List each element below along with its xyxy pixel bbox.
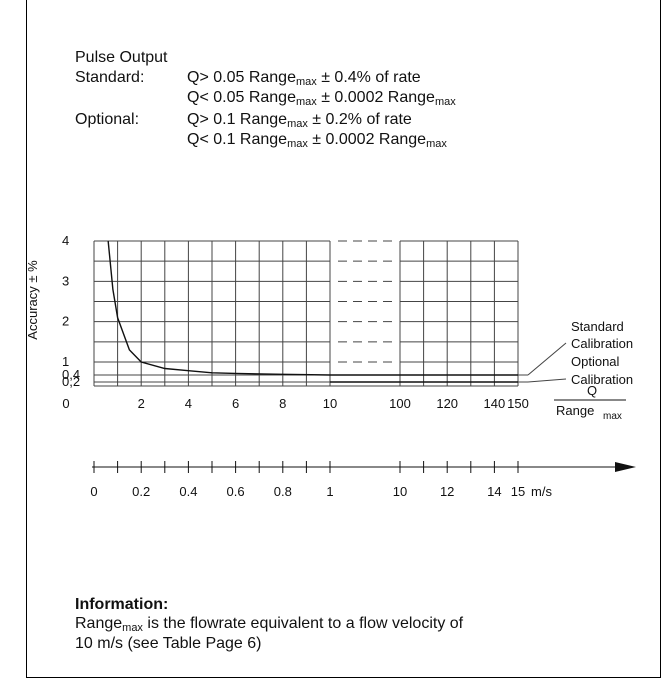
standard-line-2: Q< 0.05 Rangemax ± 0.0002 Rangemax	[187, 88, 456, 108]
optional-line-2: Q< 0.1 Rangemax ± 0.0002 Rangemax	[187, 130, 447, 150]
x-label-top-den-sub: max	[603, 411, 622, 422]
annotation-optional-2: Calibration	[571, 372, 633, 387]
chart-labels: 4 3 2 10,40,2 Accuracy ± % 0 2 4 6 8 10 100 120 140 15…	[25, 233, 633, 422]
leader-standard	[527, 342, 567, 376]
y-tick-label-3: 1	[62, 354, 69, 369]
x-label-top-den: Range	[556, 403, 594, 418]
optional-line-2-text: Q< 0.1 Range	[187, 131, 288, 148]
annotation-standard-2: Calibration	[571, 336, 633, 351]
velocity-tick-label-7: 12	[440, 484, 454, 499]
velocity-tick-label-4: 0.8	[274, 484, 292, 499]
optional-line-2-sub2: max	[426, 138, 447, 150]
x-tick-top-2: 4	[185, 396, 192, 411]
standard-line-2-sub: max	[295, 96, 317, 108]
velocity-tick-label-9: 15	[511, 484, 525, 499]
x-tick-top-7: 120	[436, 396, 458, 411]
standard-line-1: Q> 0.05 Rangemax ± 0.4% of rate	[187, 68, 421, 88]
x-tick-top-8: 140	[484, 396, 506, 411]
y-axis-label: Accuracy ± %	[25, 260, 40, 340]
x-tick-top-0: 0	[62, 396, 69, 411]
standard-line-2-text: Q< 0.05 Range	[187, 89, 296, 106]
y-tick-label-1: 3	[62, 273, 69, 288]
y-tick-label-0: 4	[62, 233, 69, 248]
info-line1-sub: max	[122, 622, 143, 634]
y-tick-label-5: 0,2	[62, 374, 80, 389]
chart-series	[107, 240, 518, 383]
info-body: Rangemax is the flowrate equivalent to a…	[75, 614, 463, 654]
velocity-tick-label-8: 14	[487, 484, 501, 499]
x-tick-top-6: 100	[389, 396, 411, 411]
velocity-tick-label-5: 1	[326, 484, 333, 499]
annotation-optional-1: Optional	[571, 354, 620, 369]
velocity-tick-label-2: 0.4	[179, 484, 197, 499]
standard-line-1-text: Q> 0.05 Range	[187, 69, 296, 86]
standard-line-1-sub: max	[295, 76, 317, 88]
standard-line-2-mid: ± 0.0002 Range	[316, 89, 435, 106]
optional-line-1-tail: ± 0.2% of rate	[307, 111, 412, 128]
info-line2: 10 m/s (see Table Page 6)	[75, 635, 262, 652]
chart-grid	[93, 240, 528, 387]
y-tick-label-4: 0,4	[62, 367, 80, 382]
series-line-0	[107, 240, 518, 376]
page-frame	[26, 0, 661, 678]
info-line1-b: is the flowrate equivalent to a flow vel…	[142, 615, 464, 632]
x-tick-top-1: 2	[138, 396, 145, 411]
annotation-standard-1: Standard	[571, 319, 624, 334]
info-title: Information:	[75, 596, 169, 613]
y-tick-label-2: 2	[62, 314, 69, 329]
x-tick-top-3: 6	[232, 396, 239, 411]
optional-label: Optional:	[75, 111, 140, 128]
optional-line-2-mid: ± 0.0002 Range	[307, 131, 427, 148]
velocity-tick-label-6: 10	[393, 484, 407, 499]
velocity-axis-arrow-icon	[615, 462, 636, 472]
optional-line-1-sub: max	[287, 118, 308, 130]
standard-line-2-sub2: max	[434, 96, 456, 108]
spec-title: Pulse Output	[75, 49, 168, 66]
x-tick-top-5: 10	[323, 396, 337, 411]
optional-line-1: Q> 0.1 Rangemax ± 0.2% of rate	[187, 110, 412, 130]
info-line1-a: Range	[75, 615, 123, 632]
leader-optional	[527, 378, 567, 383]
standard-label: Standard:	[75, 69, 145, 86]
x-tick-top-4: 8	[279, 396, 286, 411]
optional-line-1-text: Q> 0.1 Range	[187, 111, 288, 128]
optional-line-2-sub: max	[287, 138, 308, 150]
velocity-tick-label-0: 0	[90, 484, 97, 499]
velocity-unit-label: m/s	[531, 484, 552, 499]
x-tick-top-9: 150	[507, 396, 529, 411]
velocity-tick-label-1: 0.2	[132, 484, 150, 499]
x-label-top-num: Q	[587, 383, 597, 398]
standard-line-1-tail: ± 0.4% of rate	[316, 69, 421, 86]
velocity-axis: 0 0.2 0.4 0.6 0.8 1 10 12 14 15 m/s	[90, 461, 636, 499]
velocity-tick-label-3: 0.6	[227, 484, 245, 499]
